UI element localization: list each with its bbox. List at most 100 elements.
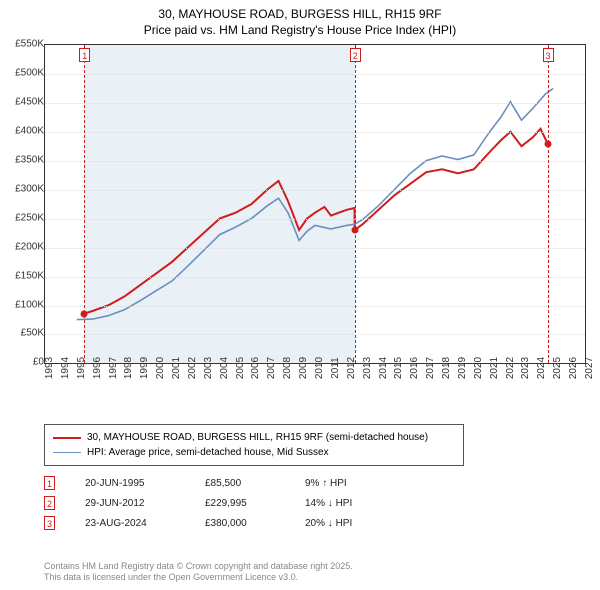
y-tick-label: £500K (4, 68, 44, 79)
x-tick-label: 1998 (123, 357, 134, 379)
y-tick-label: £550K (4, 39, 44, 50)
x-tick-label: 1995 (76, 357, 87, 379)
x-tick-label: 1997 (108, 357, 119, 379)
x-tick-label: 2009 (298, 357, 309, 379)
gridline (45, 74, 585, 75)
y-tick-label: £400K (4, 126, 44, 137)
legend-swatch (53, 437, 81, 439)
x-tick-label: 2022 (505, 357, 516, 379)
x-axis: 1993199419951996199719981999200020012002… (44, 364, 586, 414)
x-tick-label: 2023 (520, 357, 531, 379)
event-line (355, 45, 356, 363)
x-tick-label: 2017 (425, 357, 436, 379)
x-tick-label: 2005 (235, 357, 246, 379)
chart-svg (45, 45, 585, 363)
x-tick-label: 2027 (584, 357, 595, 379)
marker-table-row: 3 23-AUG-2024 £380,000 20% ↓ HPI (44, 516, 395, 530)
x-tick-label: 2020 (473, 357, 484, 379)
marker-table-box: 2 (44, 496, 55, 510)
x-tick-label: 2002 (187, 357, 198, 379)
x-tick-label: 2008 (282, 357, 293, 379)
legend: 30, MAYHOUSE ROAD, BURGESS HILL, RH15 9R… (44, 424, 464, 466)
y-tick-label: £150K (4, 270, 44, 281)
gridline (45, 132, 585, 133)
marker-table: 1 20-JUN-1995 £85,500 9% ↑ HPI 2 29-JUN-2012 £… (44, 470, 395, 536)
x-tick-label: 2007 (266, 357, 277, 379)
event-marker-box: 1 (79, 48, 90, 62)
legend-item: 30, MAYHOUSE ROAD, BURGESS HILL, RH15 9R… (53, 430, 455, 445)
y-tick-label: £450K (4, 97, 44, 108)
event-line (548, 45, 549, 363)
x-tick-label: 2006 (250, 357, 261, 379)
marker-price: £229,995 (205, 498, 275, 509)
gridline (45, 190, 585, 191)
x-tick-label: 2004 (219, 357, 230, 379)
plot-area: 1 2 3 (44, 44, 586, 364)
event-dot (81, 310, 88, 317)
x-tick-label: 2021 (489, 357, 500, 379)
legend-label: HPI: Average price, semi-detached house,… (87, 445, 329, 460)
x-tick-label: 2015 (393, 357, 404, 379)
y-tick-label: £200K (4, 241, 44, 252)
marker-hpi: 14% ↓ HPI (305, 498, 395, 509)
y-tick-label: £50K (4, 328, 44, 339)
x-tick-label: 2003 (203, 357, 214, 379)
gridline (45, 103, 585, 104)
y-tick-label: £0 (4, 357, 44, 368)
x-tick-label: 1999 (139, 357, 150, 379)
series-price_paid (84, 129, 547, 314)
legend-swatch (53, 452, 81, 453)
marker-date: 20-JUN-1995 (85, 478, 175, 489)
marker-table-row: 1 20-JUN-1995 £85,500 9% ↑ HPI (44, 476, 395, 490)
marker-date: 23-AUG-2024 (85, 518, 175, 529)
x-tick-label: 2011 (330, 358, 341, 380)
x-tick-label: 1996 (92, 357, 103, 379)
x-tick-label: 2025 (552, 357, 563, 379)
x-tick-label: 2014 (378, 357, 389, 379)
x-tick-label: 2018 (441, 357, 452, 379)
attribution-line1: Contains HM Land Registry data © Crown c… (44, 561, 353, 573)
title-block: 30, MAYHOUSE ROAD, BURGESS HILL, RH15 9R… (0, 0, 600, 38)
gridline (45, 306, 585, 307)
gridline (45, 334, 585, 335)
marker-date: 29-JUN-2012 (85, 498, 175, 509)
title-address: 30, MAYHOUSE ROAD, BURGESS HILL, RH15 9R… (0, 6, 600, 22)
legend-label: 30, MAYHOUSE ROAD, BURGESS HILL, RH15 9R… (87, 430, 428, 445)
x-tick-label: 2000 (155, 357, 166, 379)
x-tick-label: 2012 (346, 357, 357, 379)
chart-wrap: £0 £50K £100K £150K £200K £250K £300K £350K £400… (0, 44, 600, 414)
marker-table-box: 1 (44, 476, 55, 490)
chart-container: 30, MAYHOUSE ROAD, BURGESS HILL, RH15 9R… (0, 0, 600, 590)
marker-hpi: 20% ↓ HPI (305, 518, 395, 529)
marker-price: £380,000 (205, 518, 275, 529)
x-tick-label: 2010 (314, 357, 325, 379)
x-tick-label: 2001 (171, 357, 182, 379)
legend-item: HPI: Average price, semi-detached house,… (53, 445, 455, 460)
marker-hpi: 9% ↑ HPI (305, 478, 395, 489)
y-tick-label: £250K (4, 212, 44, 223)
series-hpi (77, 89, 553, 320)
y-tick-label: £100K (4, 299, 44, 310)
marker-price: £85,500 (205, 478, 275, 489)
y-tick-label: £350K (4, 155, 44, 166)
y-axis: £0£50K£100K£150K£200K£250K£300K£350K£400… (0, 44, 44, 364)
gridline (45, 248, 585, 249)
x-tick-label: 2024 (536, 357, 547, 379)
event-marker-box: 2 (350, 48, 361, 62)
event-dot (544, 140, 551, 147)
x-tick-label: 2016 (409, 357, 420, 379)
attribution-line2: This data is licensed under the Open Gov… (44, 572, 353, 584)
title-subtitle: Price paid vs. HM Land Registry's House … (0, 22, 600, 38)
gridline (45, 219, 585, 220)
event-marker-box: 3 (543, 48, 554, 62)
x-tick-label: 2013 (362, 357, 373, 379)
x-tick-label: 1993 (44, 357, 55, 379)
attribution: Contains HM Land Registry data © Crown c… (44, 561, 353, 584)
marker-table-box: 3 (44, 516, 55, 530)
y-tick-label: £300K (4, 183, 44, 194)
x-tick-label: 1994 (60, 357, 71, 379)
marker-table-row: 2 29-JUN-2012 £229,995 14% ↓ HPI (44, 496, 395, 510)
x-tick-label: 2026 (568, 357, 579, 379)
event-dot (351, 227, 358, 234)
gridline (45, 277, 585, 278)
